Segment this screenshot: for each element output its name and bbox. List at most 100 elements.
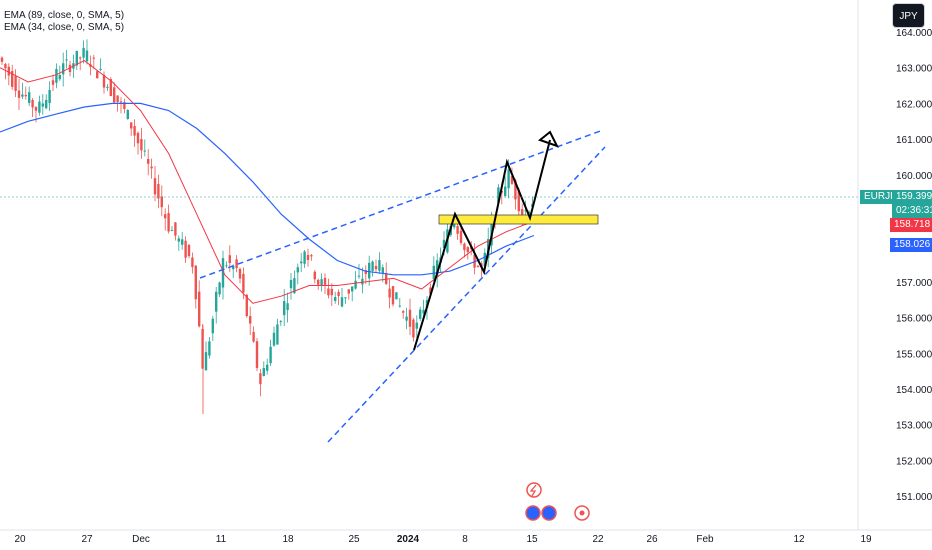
candle-body [381, 267, 384, 274]
candle-body [524, 210, 527, 212]
candle-body [113, 87, 116, 103]
candle-body [391, 286, 395, 305]
candle-body [408, 309, 412, 327]
price-tick-label: 163.000 [896, 64, 932, 75]
candle-body [456, 226, 459, 234]
candle-body [337, 291, 340, 297]
candle-body [133, 126, 136, 136]
candle-body [116, 95, 119, 103]
time-tick-label: 26 [646, 534, 658, 545]
candle-body [17, 90, 21, 98]
candle-body [255, 341, 259, 369]
candle-body [432, 265, 435, 280]
candle-body [412, 319, 415, 338]
candle-body [402, 311, 405, 313]
support-trendline [327, 146, 606, 443]
time-tick-label: 11 [216, 534, 227, 545]
candle-body [31, 99, 34, 108]
price-tick-label: 156.000 [896, 314, 932, 325]
candle-body [14, 76, 17, 91]
time-axis[interactable]: 20 27 Dec 11 18 25 2024 8 15 22 26 Feb 12 19 [14, 534, 872, 545]
event-dot-icon [579, 510, 585, 516]
candle-body [221, 258, 225, 288]
candle-body [368, 262, 371, 279]
candle-body [378, 260, 381, 271]
candle-body [242, 273, 245, 293]
time-tick-label: 27 [81, 534, 93, 545]
ema-34-legend[interactable]: EMA (34, close, 0, SMA, 5) [4, 22, 125, 33]
candle-body [354, 280, 357, 289]
indicator-legend: EMA (89, close, 0, SMA, 5) EMA (34, clos… [4, 10, 124, 33]
candle-body [147, 158, 150, 164]
candle-body [289, 280, 293, 289]
candle-body [357, 275, 361, 277]
candle-body [109, 79, 112, 97]
candle-body [198, 291, 201, 327]
candle-body [476, 265, 480, 267]
candle-body [119, 101, 123, 103]
candle-body [500, 190, 503, 193]
candle-body [41, 103, 44, 107]
lightning-icon [529, 484, 537, 497]
candle-body [140, 139, 143, 151]
candle-body [442, 239, 446, 248]
candle-body [4, 63, 7, 69]
candle-body [38, 101, 41, 113]
time-tick-label: Feb [696, 534, 714, 545]
earnings-icon[interactable] [525, 505, 541, 521]
candle-body [21, 94, 24, 97]
candle-body [7, 66, 10, 76]
ema-34-line [0, 60, 535, 304]
candle-body [364, 270, 367, 274]
candle-body [82, 47, 85, 58]
candle-body [371, 261, 374, 271]
earnings-icon[interactable] [541, 505, 557, 521]
candle-body [102, 74, 106, 88]
candle-body [45, 99, 48, 109]
candle-body [99, 68, 102, 70]
candle-body [453, 224, 456, 228]
price-tick-label: 161.000 [896, 135, 932, 146]
candle-body [235, 259, 238, 269]
time-tick-label: 20 [14, 534, 26, 545]
candle-body [405, 316, 408, 321]
candle-body [24, 94, 27, 97]
ema-34-price-tag: 158.718 [890, 218, 932, 232]
candle-body [218, 282, 221, 295]
time-tick-label: 22 [592, 534, 604, 545]
countdown-tag: 02:36:31 [892, 204, 932, 218]
candle-body [245, 294, 248, 317]
candle-body [249, 316, 252, 324]
candle-body [123, 102, 126, 109]
candle-body [398, 305, 401, 307]
price-tick-label: 155.000 [896, 349, 932, 360]
ema-lines [0, 60, 535, 304]
drawings [199, 129, 606, 443]
candle-body [225, 265, 228, 267]
candle-body [286, 303, 289, 311]
price-axis[interactable]: 164.000 163.000 162.000 161.000 160.000 157.0… [896, 28, 932, 503]
time-tick-label: Dec [132, 534, 150, 545]
candle-body [187, 244, 191, 257]
candle-body [497, 187, 500, 204]
candle-body [323, 277, 327, 285]
candle-body [517, 190, 520, 212]
candle-body [459, 230, 463, 244]
candle-body [317, 279, 320, 285]
candle-body [48, 89, 51, 104]
currency-button[interactable]: JPY [892, 3, 925, 28]
ema-89-legend[interactable]: EMA (89, close, 0, SMA, 5) [4, 10, 125, 21]
dividend-icon[interactable] [526, 482, 542, 498]
candle-body [136, 132, 140, 144]
candle-body [51, 80, 55, 85]
candle-body [164, 214, 167, 219]
candle-body [306, 254, 310, 260]
candle-body [422, 309, 425, 314]
candle-body [106, 86, 109, 88]
ema-89-price-tag: 158.026 [890, 238, 932, 252]
candle-body [126, 110, 129, 119]
candle-body [170, 230, 174, 232]
candle-body [388, 288, 391, 298]
price-tick-label: 162.000 [896, 99, 932, 110]
